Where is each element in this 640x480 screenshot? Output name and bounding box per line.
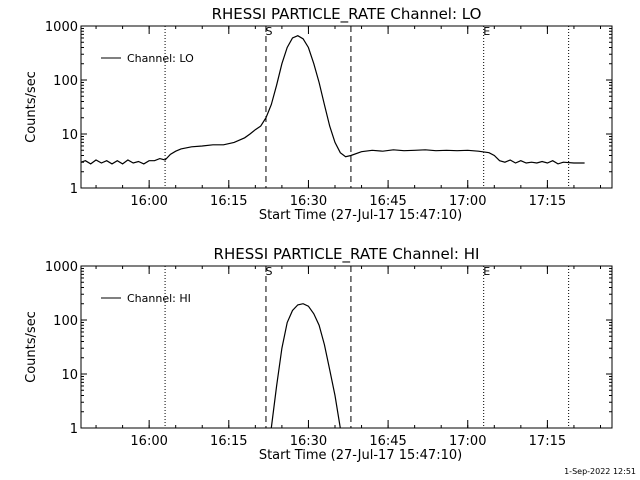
x-tick-label: 16:30 — [290, 194, 327, 209]
legend-entry: Channel: LO — [127, 52, 194, 65]
plot-frame — [80, 265, 613, 429]
x-tick-label: 17:00 — [449, 194, 486, 209]
legend-entry: Channel: HI — [127, 292, 191, 305]
x-axis-label: Start Time (27-Jul-17 15:47:10) — [259, 208, 462, 223]
y-tick-label: 1 — [70, 182, 78, 197]
x-tick-label: 16:30 — [290, 434, 327, 449]
x-tick-label: 16:15 — [210, 434, 247, 449]
series-line — [270, 303, 341, 428]
x-tick-label: 17:15 — [529, 194, 566, 209]
x-tick-label: 17:15 — [529, 434, 566, 449]
x-tick-label: 16:45 — [369, 434, 406, 449]
footer-timestamp: 1-Sep-2022 12:51 — [564, 467, 636, 476]
chart-title: RHESSI PARTICLE_RATE Channel: LO — [212, 5, 482, 24]
y-axis-label: Counts/sec — [24, 311, 39, 383]
x-tick-label: 16:00 — [130, 194, 167, 209]
x-tick-label: 16:45 — [369, 194, 406, 209]
x-tick-label: 16:00 — [130, 434, 167, 449]
y-tick-label: 100 — [53, 314, 78, 329]
chart-title: RHESSI PARTICLE_RATE Channel: HI — [214, 245, 480, 264]
y-tick-label: 10 — [61, 368, 78, 383]
series-line — [81, 35, 585, 165]
y-axis-label: Counts/sec — [24, 71, 39, 143]
x-axis-label: Start Time (27-Jul-17 15:47:10) — [259, 448, 462, 463]
marker-label: S — [265, 25, 272, 38]
y-tick-label: 1000 — [45, 20, 78, 35]
x-tick-label: 17:00 — [449, 434, 486, 449]
y-tick-label: 10 — [61, 128, 78, 143]
marker-label: E — [483, 265, 490, 278]
x-tick-label: 16:15 — [210, 194, 247, 209]
y-tick-label: 1 — [70, 422, 78, 437]
y-tick-label: 100 — [53, 74, 78, 89]
chart-panel-hi: RHESSI PARTICLE_RATE Channel: HI 1 10 100 10… — [24, 245, 613, 463]
chart-panel-lo: RHESSI PARTICLE_RATE Channel: LO 1 10 100 10… — [24, 5, 613, 223]
marker-label: E — [483, 25, 490, 38]
y-tick-label: 1000 — [45, 260, 78, 275]
marker-label: S — [265, 265, 272, 278]
plot-frame — [80, 25, 613, 189]
